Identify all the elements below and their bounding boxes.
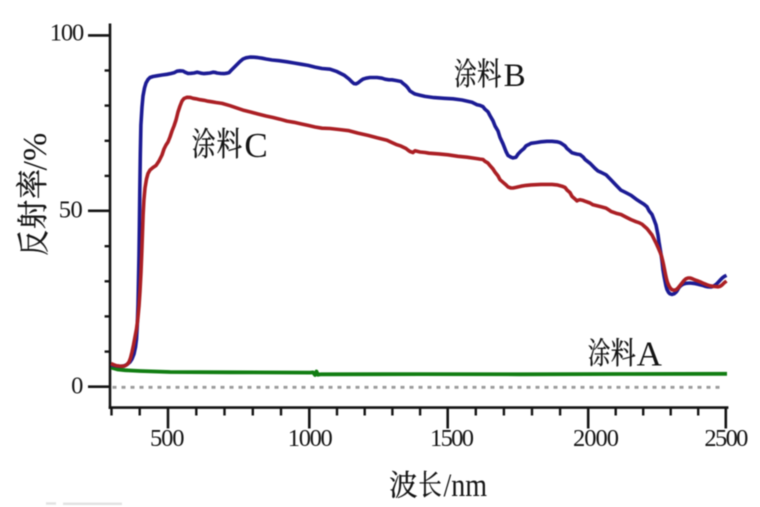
svg-text:/%: /%	[17, 133, 54, 171]
svg-text:2000: 2000	[573, 425, 619, 452]
svg-text:500: 500	[150, 425, 185, 452]
svg-text:B: B	[504, 58, 526, 94]
svg-text:2500: 2500	[704, 425, 748, 452]
svg-text:1000: 1000	[288, 425, 333, 452]
svg-text:100: 100	[50, 19, 85, 46]
svg-text:0: 0	[71, 373, 83, 400]
svg-text:A: A	[637, 335, 663, 374]
svg-text:50: 50	[59, 197, 83, 224]
svg-text:/nm: /nm	[444, 467, 488, 504]
svg-text:1500: 1500	[430, 425, 474, 452]
svg-text:C: C	[244, 126, 267, 165]
